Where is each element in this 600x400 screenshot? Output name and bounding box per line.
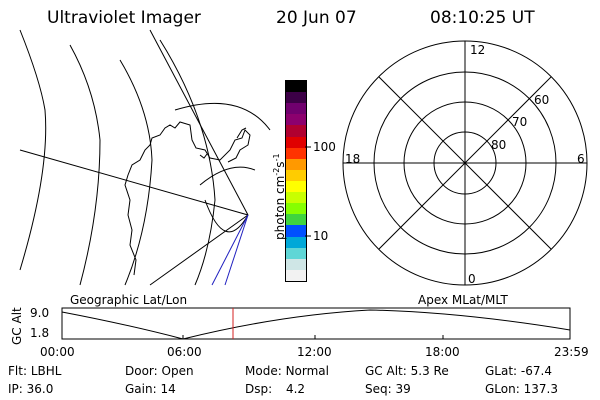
x-tick-2359: 23:59	[554, 345, 589, 359]
lat-label-60: 60	[534, 93, 550, 107]
map-line-1	[19, 149, 249, 216]
status-dsp: Dsp: 4.2	[245, 382, 306, 396]
status-mode: Mode: Normal	[245, 364, 329, 378]
view-line-2	[224, 214, 249, 286]
map-arc-6	[199, 166, 256, 186]
map-arc-7	[204, 199, 249, 233]
colorbar-segment	[286, 225, 306, 237]
map-line-2	[149, 214, 249, 286]
altitude-plot-frame	[61, 307, 571, 340]
x-tick-0600: 06:00	[167, 345, 202, 359]
map-line-3	[149, 29, 249, 216]
apex-mlat-mlt-label: Apex MLat/MLT	[418, 293, 508, 307]
colorbar-segment	[286, 103, 306, 115]
colorbar-tick-10: 10	[313, 229, 329, 243]
map-arc-4	[159, 39, 216, 286]
map-arc-2	[69, 44, 101, 286]
mlt-label-0: 0	[468, 272, 476, 286]
colorbar-tick-100: 100	[313, 140, 336, 154]
colorbar-segment	[286, 203, 306, 215]
colorbar-segment	[286, 147, 306, 159]
x-tick-0000: 00:00	[40, 345, 75, 359]
colorbar-segment	[286, 114, 306, 126]
alt-tick-9: 9.0	[30, 306, 50, 320]
colorbar-segment	[286, 125, 306, 137]
colorbar-segment	[286, 258, 306, 270]
colorbar-segment	[286, 192, 306, 204]
x-tick-1200: 12:00	[297, 345, 332, 359]
alt-tick-1-8: 1.8	[30, 326, 50, 340]
map-arc-1	[19, 29, 47, 271]
colorbar-segment	[286, 81, 306, 93]
time-label: 08:10:25 UT	[430, 8, 535, 28]
date-label: 20 Jun 07	[276, 8, 357, 28]
coastline-island-2	[199, 153, 208, 159]
status-glon: GLon: 137.3	[485, 382, 558, 396]
colorbar-segment	[286, 269, 306, 281]
coastline	[124, 121, 251, 276]
geographic-latlon-label: Geographic Lat/Lon	[70, 293, 188, 307]
coastline-island	[236, 127, 247, 139]
x-tick-1800: 18:00	[425, 345, 460, 359]
colorbar-segment	[286, 158, 306, 170]
colorbar-segment	[286, 136, 306, 148]
status-seq: Seq: 39	[365, 382, 411, 396]
map-arc-5	[174, 102, 271, 131]
lat-label-70: 70	[512, 115, 528, 129]
colorbar-segment	[286, 247, 306, 259]
polar-diag-2	[378, 76, 552, 250]
colorbar-segment	[286, 214, 306, 226]
mlt-label-6: 6	[577, 152, 585, 166]
view-line-1	[211, 214, 249, 286]
status-door: Door: Open	[125, 364, 194, 378]
map-arc-3	[119, 59, 153, 286]
status-glat: GLat: -67.4	[485, 364, 552, 378]
status-gain: Gain: 14	[125, 382, 176, 396]
mlt-label-18: 18	[345, 152, 361, 166]
status-flt: Flt: LBHL	[8, 364, 62, 378]
status-gc-alt: GC Alt: 5.3 Re	[365, 364, 449, 378]
instrument-title: Ultraviolet Imager	[47, 8, 201, 28]
lat-label-80: 80	[491, 138, 507, 152]
colorbar-segment	[286, 181, 306, 193]
colorbar-segment	[286, 236, 306, 248]
colorbar-segment	[286, 169, 306, 182]
colorbar	[285, 80, 307, 282]
altitude-curve	[61, 309, 571, 340]
mlt-label-12: 12	[470, 43, 486, 57]
colorbar-segment	[286, 92, 306, 104]
status-ip: IP: 36.0	[8, 382, 54, 396]
